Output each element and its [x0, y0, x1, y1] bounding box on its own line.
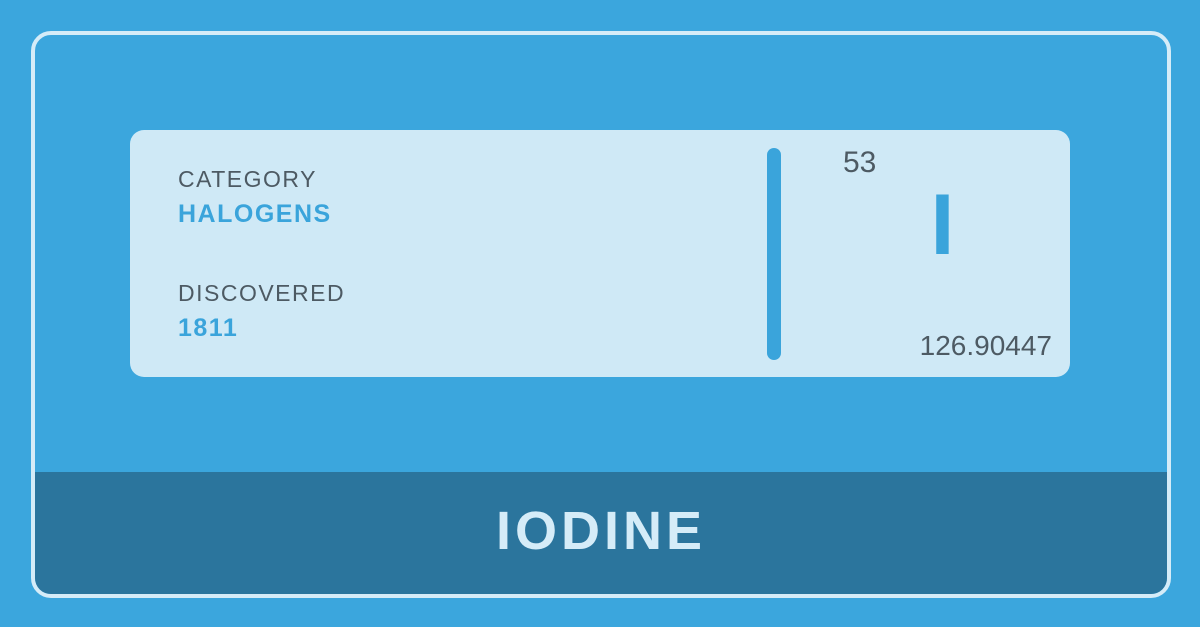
atomic-mass: 126.90447 — [919, 330, 1052, 361]
element-frame: CATEGORY HALOGENS DISCOVERED 1811 53 I 1… — [31, 31, 1171, 598]
card-divider — [767, 148, 781, 360]
element-card: CATEGORY HALOGENS DISCOVERED 1811 53 I 1… — [130, 130, 1070, 377]
atomic-number: 53 — [843, 146, 877, 179]
category-value: HALOGENS — [178, 200, 332, 228]
element-name-bar: IODINE — [35, 472, 1167, 594]
category-label: CATEGORY — [178, 166, 317, 192]
element-symbol: I — [930, 177, 955, 273]
discovered-value: 1811 — [178, 314, 239, 342]
element-name: IODINE — [495, 501, 707, 561]
discovered-label: DISCOVERED — [178, 280, 346, 306]
